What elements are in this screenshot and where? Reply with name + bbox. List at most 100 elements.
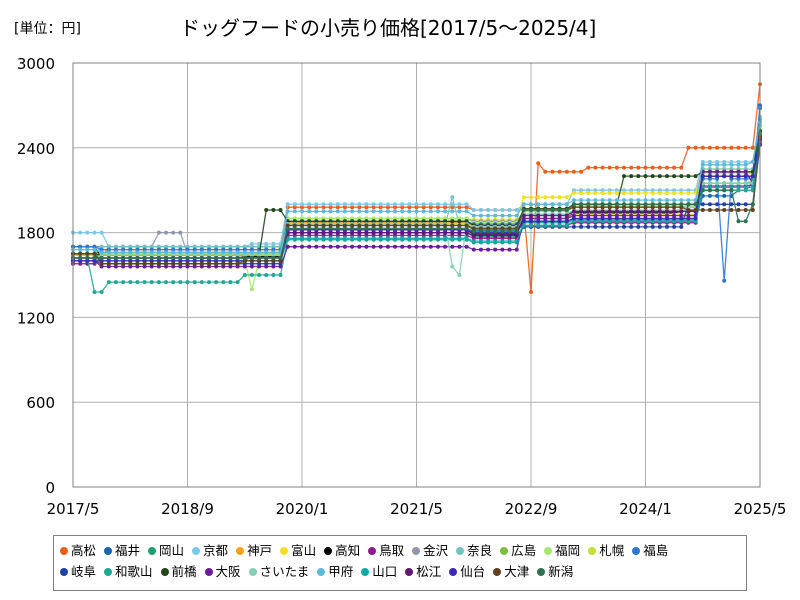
data-point (164, 258, 168, 263)
data-point (707, 208, 712, 212)
data-point (586, 213, 591, 218)
legend-label: 広島 (511, 543, 537, 558)
data-point (507, 226, 512, 231)
data-point (493, 213, 498, 218)
data-point (171, 253, 176, 258)
data-point (707, 162, 712, 167)
data-point (693, 174, 698, 179)
data-point (235, 247, 240, 252)
data-point (113, 253, 118, 258)
data-point (171, 247, 176, 252)
legend-item: 大津 (493, 561, 529, 582)
data-point (221, 256, 226, 260)
data-point (715, 162, 720, 167)
data-point (586, 205, 591, 210)
data-point (507, 213, 512, 218)
data-point (715, 188, 720, 193)
data-point (342, 223, 347, 228)
data-point (428, 205, 433, 210)
data-point (400, 216, 405, 221)
data-point (629, 224, 634, 229)
data-point (672, 224, 677, 229)
data-point (729, 188, 734, 193)
data-point (629, 205, 634, 210)
data-point (700, 162, 705, 167)
data-point (407, 233, 412, 238)
data-point (436, 226, 440, 231)
data-point (722, 188, 727, 193)
data-point (242, 264, 247, 269)
data-point (350, 216, 355, 221)
unit-label: [単位：円] (14, 21, 81, 37)
data-point (607, 209, 612, 214)
data-point (292, 223, 297, 228)
data-point (493, 208, 498, 212)
data-point (393, 236, 397, 241)
data-point (328, 202, 333, 207)
data-point (192, 261, 197, 266)
legend-label: 新潟 (548, 564, 574, 579)
data-point (629, 174, 634, 179)
data-point (228, 256, 233, 260)
data-point (593, 188, 598, 193)
data-point (636, 213, 641, 218)
data-point (164, 244, 168, 249)
data-point (99, 264, 104, 269)
data-point (171, 280, 176, 285)
data-point (707, 188, 712, 193)
data-point (264, 258, 269, 263)
data-point (571, 205, 576, 210)
data-point (178, 250, 183, 255)
data-point (428, 216, 433, 221)
data-point (607, 165, 612, 170)
data-point (342, 216, 347, 221)
legend-marker (60, 568, 68, 576)
data-point (393, 202, 397, 207)
data-point (357, 226, 362, 231)
data-point (679, 202, 684, 207)
data-point (407, 216, 412, 221)
data-point (550, 223, 555, 228)
data-point (199, 253, 204, 258)
legend-label: 鳥取 (379, 543, 405, 558)
data-point (614, 191, 619, 195)
data-point (443, 219, 448, 224)
data-point (622, 209, 626, 214)
data-point (235, 253, 240, 258)
data-point (614, 205, 619, 210)
data-point (450, 205, 455, 210)
data-point (421, 216, 426, 221)
data-point (92, 247, 97, 252)
data-point (564, 202, 569, 207)
data-point (257, 261, 262, 266)
data-point (579, 216, 584, 221)
data-point (643, 202, 648, 207)
data-point (92, 251, 97, 256)
data-point (178, 256, 183, 260)
data-point (156, 280, 161, 285)
data-point (207, 253, 211, 258)
legend-label: 神戸 (247, 543, 273, 558)
data-point (471, 208, 476, 212)
data-point (106, 261, 111, 266)
data-point (385, 244, 390, 249)
data-point (321, 202, 326, 207)
data-point (364, 223, 369, 228)
data-point (743, 174, 748, 179)
data-point (564, 169, 569, 174)
data-point (493, 239, 498, 244)
data-point (436, 216, 440, 221)
data-point (672, 174, 677, 179)
data-point (607, 202, 612, 207)
data-point (407, 219, 412, 224)
data-point (185, 253, 190, 258)
data-point (264, 253, 269, 258)
data-point (342, 209, 347, 214)
data-point (557, 219, 562, 224)
data-point (600, 165, 605, 170)
data-point (207, 250, 211, 255)
data-point (750, 159, 755, 164)
data-point (99, 244, 104, 249)
data-point (486, 226, 491, 231)
data-point (393, 223, 397, 228)
